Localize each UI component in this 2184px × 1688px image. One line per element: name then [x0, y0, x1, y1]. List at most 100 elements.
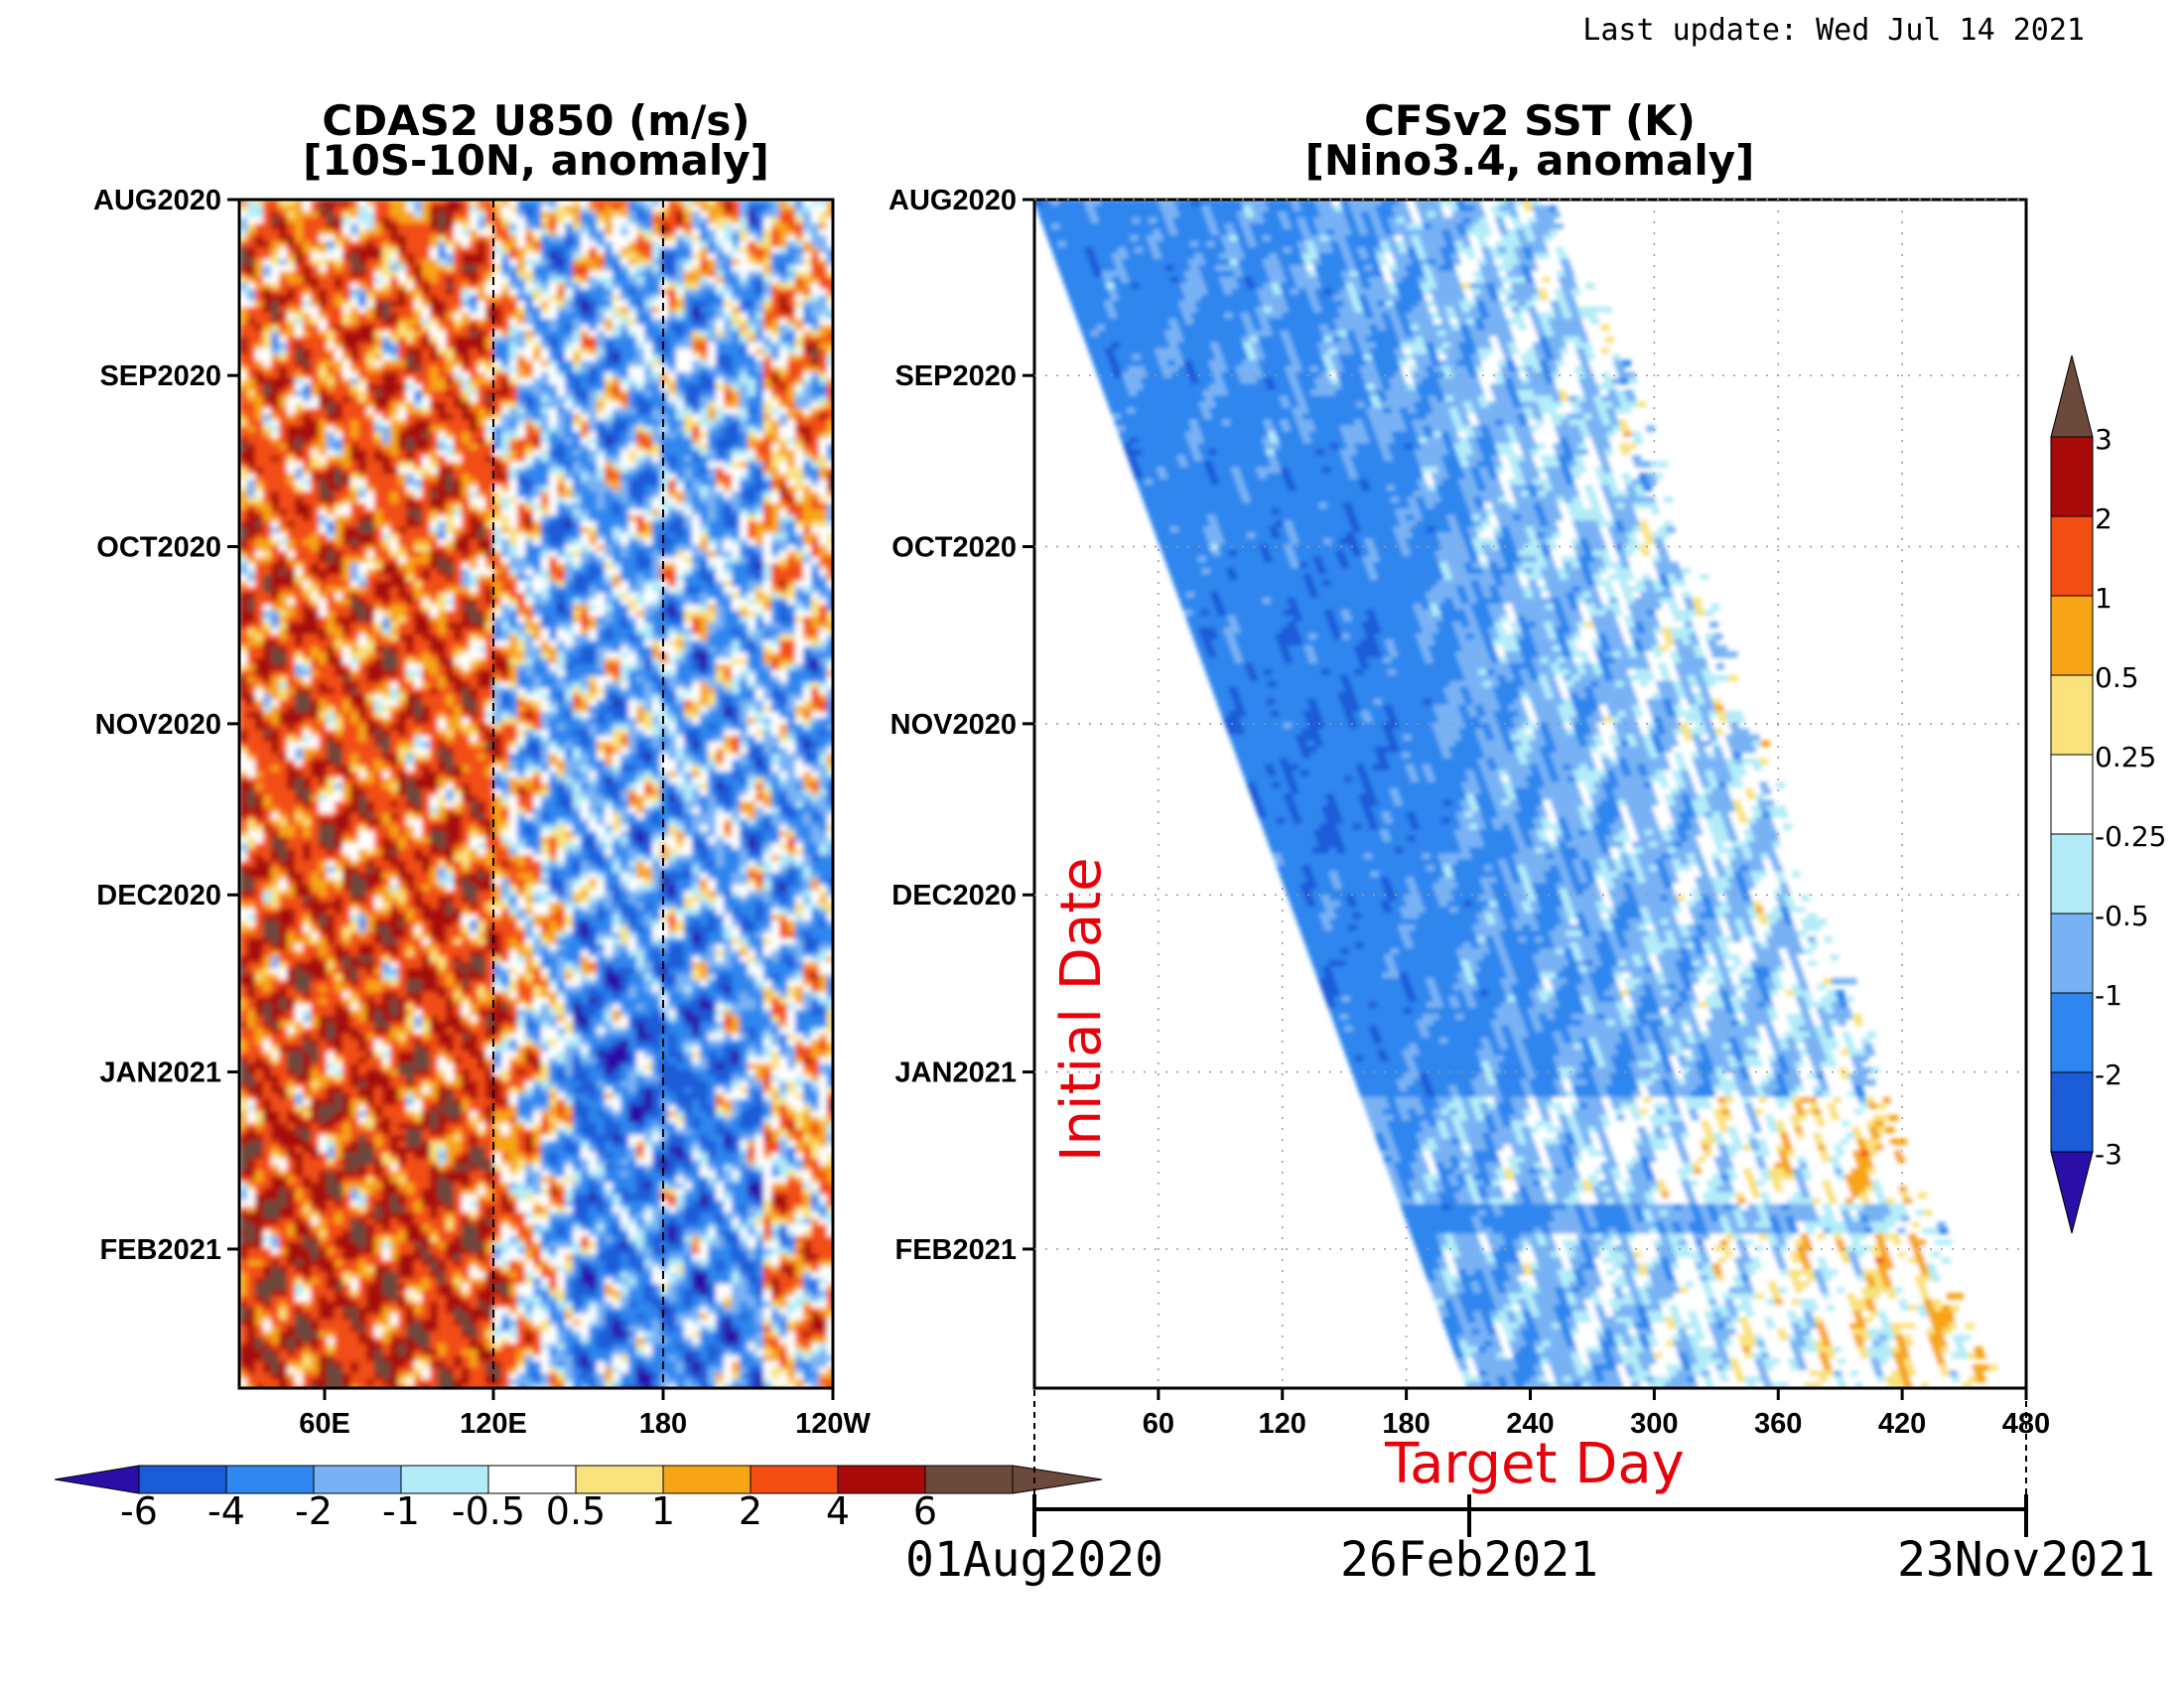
u850-cell [295, 277, 304, 284]
u850-cell [581, 325, 590, 332]
u850-cell [422, 271, 431, 278]
u850-cell [509, 539, 518, 546]
u850-cell [620, 206, 629, 212]
u850-cell [573, 545, 582, 552]
u850-cell [636, 384, 645, 391]
u850-cell [700, 575, 709, 582]
u850-cell [589, 480, 598, 487]
u850-cell [620, 271, 629, 278]
u850-cell [692, 408, 701, 415]
u850-cell [636, 307, 645, 314]
u850-cell [541, 515, 550, 522]
u850-cell [255, 527, 264, 534]
u850-cell [350, 533, 359, 540]
u850-cell [795, 360, 804, 367]
u850-cell [597, 509, 606, 516]
u850-cell [462, 283, 471, 290]
u850-cell [684, 468, 693, 475]
u850-cell [525, 438, 534, 445]
u850-cell [350, 551, 359, 558]
u850-cell [660, 581, 669, 588]
u850-cell [311, 444, 320, 451]
u850-cell [549, 307, 558, 314]
u850-cell [525, 587, 534, 594]
u850-cell [438, 480, 447, 487]
u850-cell [422, 515, 431, 522]
u850-cell [716, 349, 725, 355]
u850-cell [787, 474, 796, 481]
u850-cell [438, 563, 447, 570]
u850-cell [239, 259, 248, 266]
u850-cell [549, 337, 558, 344]
u850-cell [763, 420, 772, 427]
u850-cell [422, 468, 431, 475]
u850-cell [398, 581, 407, 588]
u850-cell [478, 408, 486, 415]
u850-cell [311, 211, 320, 218]
u850-cell [763, 295, 772, 302]
u850-cell [771, 384, 780, 391]
u850-cell [803, 402, 812, 409]
u850-cell [279, 217, 288, 224]
u850-cell [470, 533, 478, 540]
u850-cell [255, 402, 264, 409]
u850-cell [597, 259, 606, 266]
u850-cell [478, 557, 486, 564]
u850-cell [803, 259, 812, 266]
u850-cell [557, 503, 566, 510]
u850-cell [597, 426, 606, 433]
u850-cell [382, 360, 391, 367]
u850-cell [485, 492, 494, 498]
u850-cell [239, 235, 248, 242]
u850-cell [708, 200, 717, 207]
u850-cell [597, 462, 606, 469]
u850-cell [501, 390, 510, 397]
u850-cell [827, 527, 833, 534]
u850-cell [819, 200, 828, 207]
u850-cell [295, 575, 304, 582]
u850-cell [462, 206, 471, 212]
u850-cell [541, 462, 550, 469]
u850-cell [748, 390, 756, 397]
u850-cell [478, 533, 486, 540]
u850-cell [374, 372, 383, 379]
u850-cell [271, 325, 280, 332]
u850-cell [358, 551, 367, 558]
u850-cell [335, 450, 343, 457]
u850-cell [485, 307, 494, 314]
u850-cell [771, 307, 780, 314]
u850-cell [493, 360, 502, 367]
u850-cell [478, 396, 486, 403]
u850-cell [605, 521, 614, 528]
u850-cell [398, 349, 407, 355]
u850-cell [771, 247, 780, 254]
u850-cell [748, 295, 756, 302]
u850-cell [787, 265, 796, 272]
u850-cell [350, 581, 359, 588]
u850-cell [732, 235, 741, 242]
u850-cell [517, 354, 526, 361]
u850-cell [501, 366, 510, 373]
u850-cell [620, 414, 629, 421]
u850-cell [398, 354, 407, 361]
u850-cell [287, 444, 296, 451]
u850-cell [525, 480, 534, 487]
u850-cell [279, 569, 288, 576]
u850-cell [803, 271, 812, 278]
u850-cell [311, 533, 320, 540]
u850-cell [613, 492, 621, 498]
u850-cell [287, 223, 296, 230]
u850-cell [358, 396, 367, 403]
u850-cell [787, 259, 796, 266]
u850-cell [327, 503, 336, 510]
u850-cell [795, 229, 804, 236]
u850-cell [573, 551, 582, 558]
u850-cell [279, 319, 288, 326]
u850-cell [597, 319, 606, 326]
u850-cell [462, 414, 471, 421]
u850-cell [366, 235, 375, 242]
u850-cell [374, 593, 383, 600]
u850-cell [605, 366, 614, 373]
u850-cell [557, 486, 566, 492]
u850-cell [811, 259, 820, 266]
